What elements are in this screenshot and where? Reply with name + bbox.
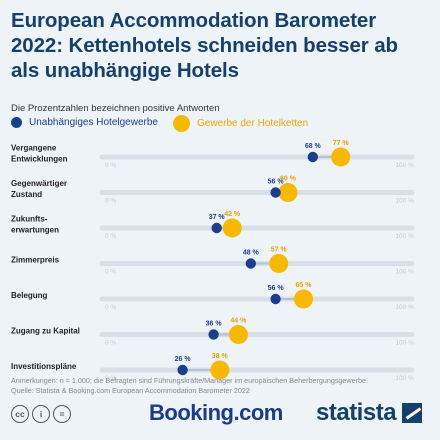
statista-logo: statista xyxy=(316,399,423,427)
attribution-icon: i xyxy=(32,405,50,423)
chart-subtitle: Die Prozentzahlen bezeichnen positive An… xyxy=(11,103,220,114)
dot-independent-hotels xyxy=(245,258,256,269)
value-label-chains: 65 % xyxy=(296,282,313,289)
value-label-independent: 37 % xyxy=(209,214,226,221)
value-label-independent: 56 % xyxy=(268,285,285,292)
category-label: Investitionspläne xyxy=(11,362,77,371)
value-label-independent: 36 % xyxy=(206,321,223,328)
statista-mark-icon xyxy=(402,403,423,423)
category-label: Zukunfts-erwartungen xyxy=(11,215,59,235)
tick-label-100: 100 % xyxy=(396,162,415,169)
legend-label-independent: Unabhängiges Hotelgewerbe xyxy=(29,117,158,128)
dot-independent-hotels xyxy=(307,151,318,163)
tick-label-100: 100 % xyxy=(396,340,415,347)
value-label-chains: 77 % xyxy=(333,140,350,147)
category-label: Zugang zu Kapital xyxy=(11,327,80,336)
value-label-independent: 26 % xyxy=(175,356,192,363)
tick-label-0: 0 % xyxy=(105,269,116,276)
category-label: Zimmerpreis xyxy=(11,256,60,265)
dot-independent-hotels xyxy=(208,329,219,340)
booking-logo: Booking.com xyxy=(149,400,283,425)
value-label-independent: 68 % xyxy=(305,143,322,150)
value-label-chains: 57 % xyxy=(271,247,288,254)
tick-label-100: 100 % xyxy=(396,269,415,276)
tick-label-100: 100 % xyxy=(396,198,415,205)
dot-independent-hotels xyxy=(270,293,281,305)
dot-hotel-chains xyxy=(222,218,242,238)
value-label-chains: 42 % xyxy=(224,211,241,218)
tick-label-100: 100 % xyxy=(396,304,415,311)
tick-label-0: 0 % xyxy=(105,304,116,311)
category-label: Belegung xyxy=(11,291,48,300)
tick-label-0: 0 % xyxy=(105,375,116,382)
tick-label-0: 0 % xyxy=(105,162,116,169)
dot-hotel-chains xyxy=(269,254,289,273)
category-label: Gegenwärtiger Zustand xyxy=(11,179,67,199)
legend-item-chains: Gewerbe der Hotelketten xyxy=(173,115,308,132)
value-label-chains: 60 % xyxy=(280,176,297,183)
tick-label-100: 100 % xyxy=(396,375,415,382)
legend-marker-independent xyxy=(11,117,22,128)
dot-hotel-chains xyxy=(278,183,298,202)
legend-marker-chains xyxy=(173,115,190,132)
legend-label-chains: Gewerbe der Hotelketten xyxy=(197,118,309,129)
tick-label-100: 100 % xyxy=(396,233,415,240)
value-label-chains: 44 % xyxy=(230,318,247,325)
tick-label-0: 0 % xyxy=(105,233,116,240)
dot-hotel-chains xyxy=(228,325,248,344)
dot-independent-hotels xyxy=(211,222,222,234)
category-label: Vergangene Entwicklungen xyxy=(11,144,68,164)
dot-hotel-chains xyxy=(210,360,230,380)
tick-label-0: 0 % xyxy=(105,340,116,347)
no-derivatives-icon: = xyxy=(53,405,71,423)
creative-commons-icon: cc xyxy=(11,405,29,423)
value-label-independent: 56 % xyxy=(268,179,285,186)
dot-independent-hotels xyxy=(177,364,188,376)
value-label-independent: 48 % xyxy=(243,250,260,257)
value-label-chains: 38 % xyxy=(212,353,229,360)
dot-hotel-chains xyxy=(331,147,351,167)
statista-wordmark: statista xyxy=(316,399,397,426)
tick-label-0: 0 % xyxy=(105,198,116,205)
dot-independent-hotels xyxy=(270,187,281,198)
license-icons: cc i = xyxy=(11,405,71,423)
legend-item-independent: Unabhängiges Hotelgewerbe xyxy=(11,117,158,128)
chart-title: European Accommodation Barometer 2022: K… xyxy=(11,9,398,82)
dot-hotel-chains xyxy=(294,289,313,309)
footnote: Anmerkungen: n = 1.000; die Befragten si… xyxy=(11,376,369,395)
